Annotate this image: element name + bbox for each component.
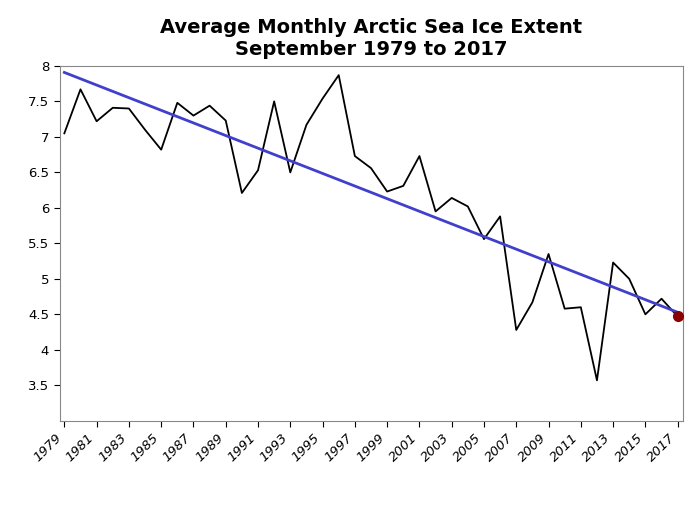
Title: Average Monthly Arctic Sea Ice Extent
September 1979 to 2017: Average Monthly Arctic Sea Ice Extent Se… xyxy=(160,18,582,59)
